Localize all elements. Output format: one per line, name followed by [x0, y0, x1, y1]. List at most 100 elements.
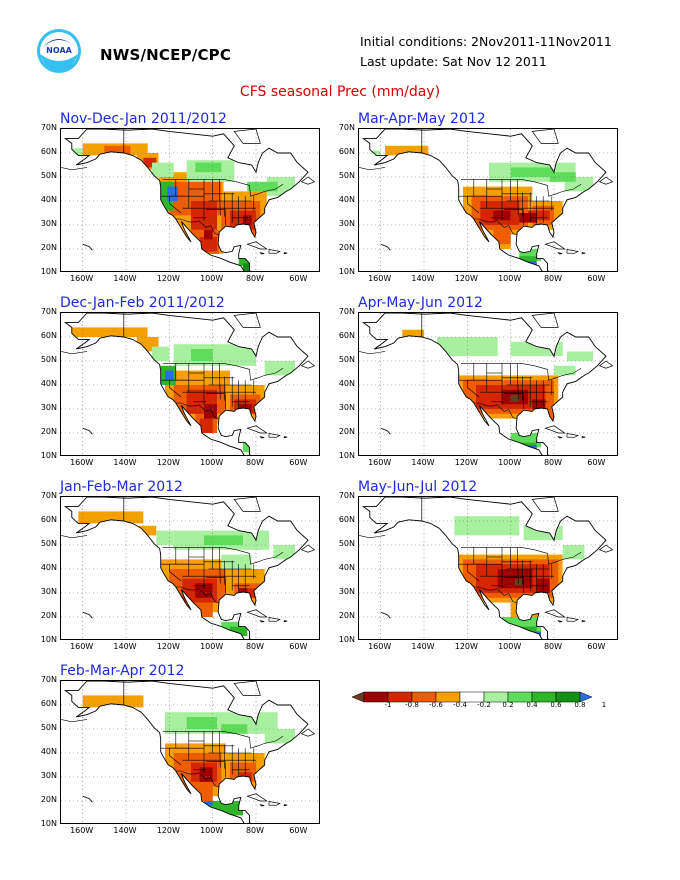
lon-label: 140W: [411, 274, 435, 283]
lat-label: 50N: [338, 355, 355, 364]
lon-label: 120W: [454, 642, 478, 651]
lat-label: 10N: [40, 267, 57, 276]
precip-map: [359, 497, 617, 639]
lon-label: 80W: [245, 826, 265, 835]
legend-tick-label: 0.4: [526, 701, 538, 709]
lon-label: 160W: [368, 642, 392, 651]
lat-label: 30N: [338, 219, 355, 228]
lon-label: 60W: [587, 274, 606, 283]
lat-label: 20N: [40, 795, 57, 804]
lon-label: 60W: [289, 826, 308, 835]
lon-label: 100W: [200, 642, 224, 651]
precip-map: [359, 313, 617, 455]
lat-label: 60N: [40, 331, 57, 340]
panel-title: Dec-Jan-Feb 2011/2012: [60, 295, 225, 311]
lat-label: 70N: [338, 123, 355, 132]
lat-label: 50N: [40, 539, 57, 548]
figure-title: CFS seasonal Prec (mm/day): [239, 84, 441, 100]
lat-label: 30N: [338, 587, 355, 596]
lat-label: 20N: [338, 243, 355, 252]
precip-map: [359, 129, 617, 271]
lat-label: 50N: [40, 355, 57, 364]
lon-label: 60W: [289, 458, 308, 467]
lon-label: 80W: [543, 458, 563, 467]
lon-label: 160W: [70, 826, 94, 835]
lat-label: 70N: [338, 491, 355, 500]
lat-label: 60N: [40, 147, 57, 156]
lat-label: 40N: [40, 563, 57, 572]
lat-label: 50N: [338, 539, 355, 548]
lat-label: 60N: [40, 515, 57, 524]
lat-label: 10N: [338, 451, 355, 460]
lat-label: 50N: [338, 171, 355, 180]
lat-label: 10N: [40, 819, 57, 828]
lat-label: 10N: [338, 267, 355, 276]
panel-title: Jan-Feb-Mar 2012: [60, 479, 183, 495]
lat-label: 40N: [338, 563, 355, 572]
lat-label: 40N: [40, 747, 57, 756]
lon-label: 100W: [200, 826, 224, 835]
map-panel: [358, 312, 618, 456]
precip-map: [61, 313, 319, 455]
map-panel: [60, 496, 320, 640]
lat-label: 40N: [40, 379, 57, 388]
legend-tick-label: 0.8: [574, 701, 586, 709]
legend-tick-label: 1: [601, 701, 607, 709]
lat-label: 60N: [40, 699, 57, 708]
lon-label: 160W: [70, 274, 94, 283]
lon-label: 60W: [587, 458, 606, 467]
lon-label: 120W: [156, 642, 180, 651]
svg-text:NOAA: NOAA: [46, 46, 72, 55]
map-panel: [358, 128, 618, 272]
lon-label: 160W: [368, 274, 392, 283]
lat-label: 70N: [40, 123, 57, 132]
lon-label: 140W: [113, 642, 137, 651]
lon-label: 140W: [411, 458, 435, 467]
lat-label: 70N: [40, 307, 57, 316]
legend-tick-label: -1: [384, 701, 392, 709]
legend-tick-label: -0.4: [453, 701, 467, 709]
lon-label: 120W: [454, 274, 478, 283]
legend-tick-label: -0.2: [477, 701, 491, 709]
lat-label: 50N: [40, 723, 57, 732]
lon-label: 80W: [543, 274, 563, 283]
lon-label: 80W: [245, 458, 265, 467]
map-panel: [60, 128, 320, 272]
lat-label: 40N: [40, 195, 57, 204]
lat-label: 20N: [338, 611, 355, 620]
lat-label: 30N: [40, 587, 57, 596]
lat-label: 70N: [338, 307, 355, 316]
legend-tick-label: 0.2: [502, 701, 514, 709]
panel-title: Mar-Apr-May 2012: [358, 111, 486, 127]
agency-name: NWS/NCEP/CPC: [100, 46, 232, 64]
lon-label: 160W: [70, 642, 94, 651]
panel-title: May-Jun-Jul 2012: [358, 479, 478, 495]
lat-label: 70N: [40, 675, 57, 684]
lon-label: 100W: [498, 458, 522, 467]
lon-label: 100W: [498, 274, 522, 283]
map-panel: [358, 496, 618, 640]
lon-label: 100W: [200, 274, 224, 283]
noaa-logo-icon: NOAA: [37, 29, 81, 73]
last-update-text: Last update: Sat Nov 12 2011: [360, 54, 547, 69]
lat-label: 40N: [338, 379, 355, 388]
lon-label: 100W: [200, 458, 224, 467]
lon-label: 80W: [245, 642, 265, 651]
panel-title: Feb-Mar-Apr 2012: [60, 663, 185, 679]
lat-label: 10N: [338, 635, 355, 644]
legend-tick-label: -0.6: [429, 701, 443, 709]
lon-label: 120W: [156, 458, 180, 467]
lon-label: 120W: [156, 826, 180, 835]
lon-label: 100W: [498, 642, 522, 651]
precip-map: [61, 497, 319, 639]
panel-title: Nov-Dec-Jan 2011/2012: [60, 111, 227, 127]
lon-label: 60W: [289, 274, 308, 283]
lat-label: 10N: [40, 635, 57, 644]
legend-tick-label: -0.8: [405, 701, 419, 709]
lat-label: 20N: [40, 243, 57, 252]
lat-label: 20N: [40, 427, 57, 436]
lat-label: 30N: [40, 219, 57, 228]
lat-label: 20N: [40, 611, 57, 620]
lon-label: 140W: [411, 642, 435, 651]
lat-label: 40N: [338, 195, 355, 204]
